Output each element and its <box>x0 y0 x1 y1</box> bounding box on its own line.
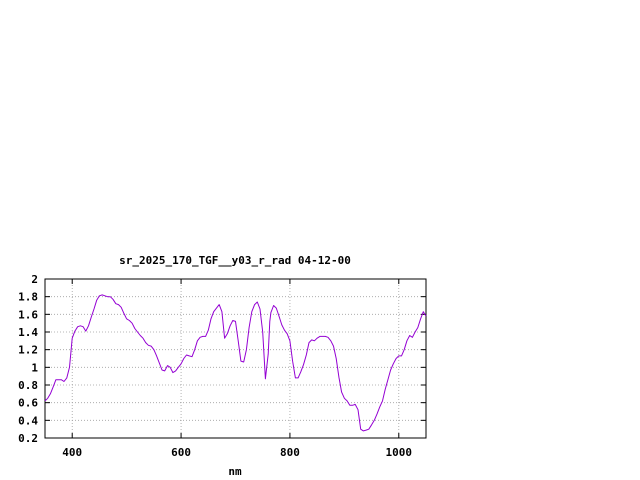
y-tick-label: 0.4 <box>18 414 38 427</box>
tick-labels: 0.2 0.4 0.6 0.8 1 1.2 1.4 1.6 1.8 2 400 600 800 1000 <box>18 273 412 459</box>
y-tick-label: 2 <box>31 273 38 286</box>
grid <box>45 279 426 438</box>
x-tick-label: 600 <box>171 446 191 459</box>
y-tick-label: 0.6 <box>18 397 38 410</box>
x-tick-label: 1000 <box>386 446 413 459</box>
chart-title: sr_2025_170_TGF__y03_r_rad 04-12-00 <box>119 254 351 267</box>
x-tick-label: 400 <box>62 446 82 459</box>
plot-border <box>44 278 427 439</box>
y-tick-label: 1.4 <box>18 326 38 339</box>
series-layer <box>44 294 427 432</box>
y-tick-label: 1.6 <box>18 308 38 321</box>
x-tick-label: 800 <box>280 446 300 459</box>
y-tick-label: 0.2 <box>18 432 38 445</box>
y-tick-label: 1 <box>31 361 38 374</box>
axes <box>44 278 427 439</box>
y-tick-label: 1.8 <box>18 291 38 304</box>
y-tick-label: 1.2 <box>18 344 38 357</box>
series-line <box>44 294 427 432</box>
y-tick-label: 0.8 <box>18 379 38 392</box>
x-axis-label: nm <box>228 465 242 478</box>
